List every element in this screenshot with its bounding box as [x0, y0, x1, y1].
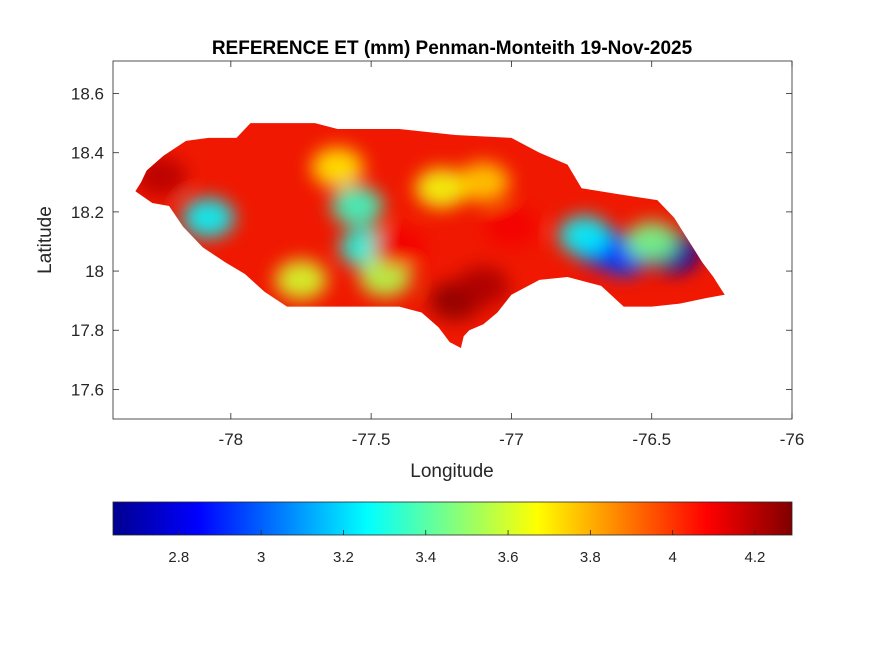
field-features — [135, 147, 701, 321]
field-feature — [311, 147, 364, 188]
chart-title: REFERENCE ET (mm) Penman-Monteith 19-Nov… — [212, 38, 693, 59]
x-tick-label: -77 — [499, 430, 524, 449]
x-ticks: -78 -77.5 -77 -76.5 -76 — [219, 61, 805, 449]
colorbar-tick-label: 3.8 — [580, 549, 601, 566]
field-feature — [275, 259, 327, 300]
y-ticks: 17.6 17.8 18 18.2 18.4 18.6 — [71, 85, 792, 399]
colorbar-tick-label: 3.4 — [415, 549, 436, 566]
colorbar: 2.8 3 3.2 3.4 3.6 3.8 4 4.2 — [112, 501, 793, 566]
colorbar-tick-label: 2.8 — [168, 549, 189, 566]
field-feature — [182, 197, 235, 238]
colorbar-tick-label: 3 — [257, 549, 265, 566]
x-tick-label: -78 — [219, 430, 244, 449]
field-feature — [558, 215, 611, 256]
field-feature — [485, 206, 538, 247]
y-tick-label: 17.6 — [71, 380, 104, 399]
plot-area: -78 -77.5 -77 -76.5 -76 17.6 17.8 18 18.2 18.4 18… — [71, 60, 805, 449]
colorbar-ticks: 2.8 3 3.2 3.4 3.6 3.8 4 4.2 — [168, 530, 765, 566]
field-feature — [457, 162, 510, 203]
field-feature — [331, 186, 384, 226]
x-axis-label: Longitude — [410, 461, 493, 482]
field-feature — [415, 168, 468, 209]
field-feature — [625, 221, 678, 262]
colorbar-tick-label: 4 — [668, 549, 676, 566]
field-feature — [457, 265, 510, 306]
y-tick-label: 18.6 — [71, 85, 104, 104]
y-tick-label: 17.8 — [71, 321, 104, 340]
field-feature — [373, 227, 426, 268]
y-tick-label: 18.2 — [71, 203, 104, 222]
colorbar-tick-label: 3.6 — [498, 549, 519, 566]
y-axis-label: Latitude — [35, 206, 56, 274]
colorbar-tick-label: 3.2 — [333, 549, 354, 566]
colorbar-tick-label: 4.2 — [745, 549, 766, 566]
y-tick-label: 18.4 — [71, 144, 104, 163]
x-tick-label: -76.5 — [632, 430, 671, 449]
y-tick-label: 18 — [85, 262, 104, 281]
x-tick-label: -77.5 — [352, 430, 391, 449]
x-tick-label: -76 — [780, 430, 805, 449]
colorbar-bar — [112, 501, 793, 536]
